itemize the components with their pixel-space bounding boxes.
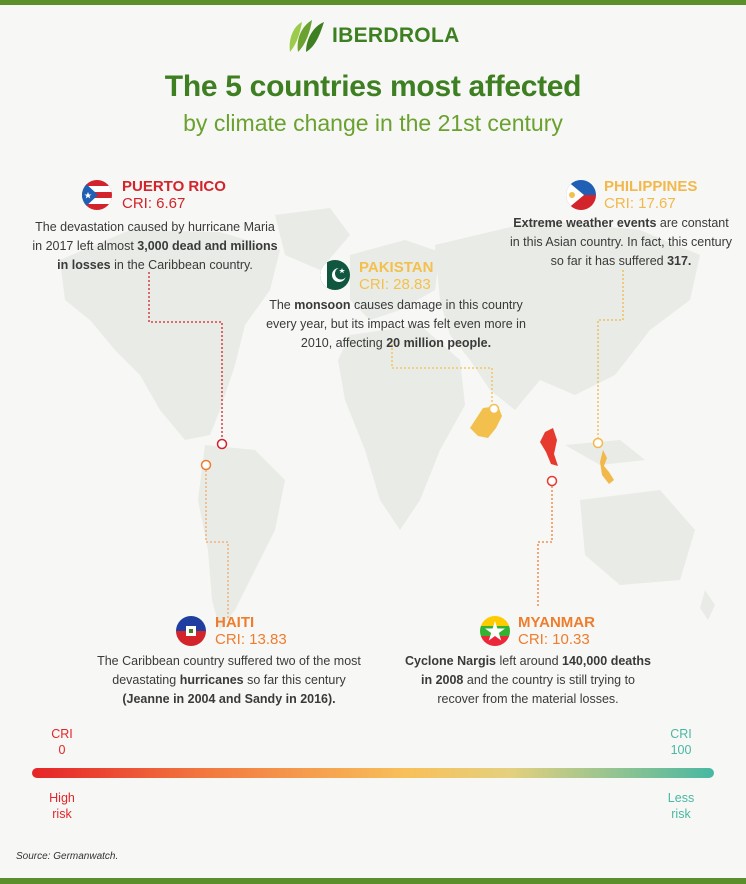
myanmar-line-3: recover from the material losses. <box>437 692 619 706</box>
myanmar-line-1-bold-2: 140,000 deaths <box>562 654 651 668</box>
scale-right-cri-value: 100 <box>670 743 692 757</box>
pakistan-line-1-text: The <box>269 298 295 312</box>
leaf-logo-icon <box>289 20 324 52</box>
haiti-description: The Caribbean country suffered two of th… <box>84 652 374 709</box>
myanmar-name: MYANMAR <box>518 614 595 631</box>
brand-name: IBERDROLA <box>332 24 460 47</box>
pakistan-line-1-bold: monsoon <box>294 298 351 312</box>
pakistan-marker <box>488 403 500 415</box>
philippines-line-1: Extreme weather events are constant <box>496 214 746 233</box>
puerto-rico-line-3-bold: in losses <box>57 258 111 272</box>
puerto-rico-line-3: in losses in the Caribbean country. <box>18 256 292 275</box>
pakistan-cri: CRI: 28.83 <box>359 276 431 293</box>
haiti-flag-icon <box>176 616 206 646</box>
philippines-line-3-bold: 317. <box>667 254 692 268</box>
philippines-line-1-bold: Extreme weather events <box>513 216 657 230</box>
scale-right-cri: CRI 100 <box>664 726 698 758</box>
philippines-cri: CRI: 17.67 <box>604 195 676 212</box>
scale-left-cri-value: 0 <box>58 743 66 757</box>
myanmar-description: Cyclone Nargis left around 140,000 death… <box>386 652 670 709</box>
philippines-marker <box>592 437 604 449</box>
pakistan-line-3-bold: 20 million people. <box>386 336 492 350</box>
haiti-line-2-text: devastating <box>112 673 180 687</box>
philippines-line-1-text: are constant <box>656 216 729 230</box>
pakistan-line-1-rest: causes damage in this country <box>350 298 523 312</box>
puerto-rico-flag-icon <box>82 180 112 210</box>
scale-less-risk: Less risk <box>662 790 700 822</box>
philippines-line-3: so far it has suffered 317. <box>496 252 746 271</box>
scale-less-risk-line-1: Less <box>667 791 695 805</box>
puerto-rico-line-2-text: in 2017 left almost <box>32 239 138 253</box>
pakistan-name: PAKISTAN <box>359 259 434 276</box>
myanmar-line-2-bold: in 2008 <box>421 673 464 687</box>
myanmar-marker <box>546 475 558 487</box>
scale-left-cri: CRI 0 <box>46 726 78 758</box>
pakistan-line-3-text: 2010, affecting <box>300 336 387 350</box>
myanmar-line-2: in 2008 and the country is still trying … <box>386 671 670 690</box>
continents <box>60 208 715 630</box>
philippines-connector <box>597 270 624 438</box>
page-title: The 5 countries most affected <box>164 70 582 103</box>
haiti-line-1: The Caribbean country suffered two of th… <box>97 654 361 668</box>
scale-less-risk-line-2: risk <box>671 807 691 821</box>
puerto-rico-line-2-bold: 3,000 dead and millions <box>137 239 278 253</box>
top-border <box>0 0 746 5</box>
philippines-description: Extreme weather events are constant in t… <box>496 214 746 271</box>
myanmar-line-2-text: and the country is still trying to <box>463 673 635 687</box>
scale-right-cri-label: CRI <box>670 727 692 741</box>
haiti-line-2-bold: hurricanes <box>179 673 244 687</box>
scale-left-cri-label: CRI <box>51 727 73 741</box>
haiti-line-3-bold: (Jeanne in 2004 and Sandy in 2016). <box>122 692 336 706</box>
haiti-line-2: devastating hurricanes so far this centu… <box>84 671 374 690</box>
haiti-line-2-rest: so far this century <box>243 673 346 687</box>
puerto-rico-cri: CRI: 6.67 <box>122 195 186 212</box>
scale-high-risk-line-2: risk <box>52 807 72 821</box>
myanmar-connector <box>537 486 553 608</box>
haiti-cri: CRI: 13.83 <box>215 631 287 648</box>
philippines-name: PHILIPPINES <box>604 178 698 195</box>
myanmar-line-1-text: left around <box>496 654 563 668</box>
myanmar-cri: CRI: 10.33 <box>518 631 590 648</box>
puerto-rico-connector <box>148 272 223 438</box>
puerto-rico-description: The devastation caused by hurricane Mari… <box>18 218 292 275</box>
philippines-line-2: in this Asian country. In fact, this cen… <box>509 235 733 249</box>
philippines-shape <box>600 450 614 484</box>
puerto-rico-marker <box>216 438 228 450</box>
myanmar-shape <box>540 428 558 466</box>
haiti-name: HAITI <box>215 614 255 631</box>
philippines-line-3-text: so far it has suffered <box>550 254 668 268</box>
pakistan-line-3: 2010, affecting 20 million people. <box>252 334 540 353</box>
pakistan-connector <box>391 340 493 404</box>
puerto-rico-line-2: in 2017 left almost 3,000 dead and milli… <box>18 237 292 256</box>
cri-gradient-bar <box>32 768 714 778</box>
scale-high-risk: High risk <box>44 790 80 822</box>
iberdrola-logo: IBERDROLA <box>286 16 466 56</box>
myanmar-line-1: Cyclone Nargis left around 140,000 death… <box>386 652 670 671</box>
haiti-line-3: (Jeanne in 2004 and Sandy in 2016). <box>84 690 374 709</box>
haiti-connector <box>205 470 229 618</box>
pakistan-flag-icon <box>320 260 350 290</box>
pakistan-description: The monsoon causes damage in this countr… <box>252 296 540 353</box>
world-map <box>60 208 715 630</box>
philippines-flag-icon <box>566 180 596 210</box>
puerto-rico-line-3-text: in the Caribbean country. <box>110 258 253 272</box>
bottom-border <box>0 878 746 884</box>
page-subtitle: by climate change in the 21st century <box>183 110 563 136</box>
source-note: Source: Germanwatch. <box>16 851 119 862</box>
pakistan-line-2: every year, but its impact was felt even… <box>266 317 526 331</box>
scale-high-risk-line-1: High <box>49 791 75 805</box>
puerto-rico-name: PUERTO RICO <box>122 178 226 195</box>
myanmar-line-1-bold: Cyclone Nargis <box>405 654 497 668</box>
haiti-marker <box>200 459 212 471</box>
myanmar-flag-icon <box>480 616 510 646</box>
pakistan-line-1: The monsoon causes damage in this countr… <box>252 296 540 315</box>
puerto-rico-line-1: The devastation caused by hurricane Mari… <box>35 220 275 234</box>
